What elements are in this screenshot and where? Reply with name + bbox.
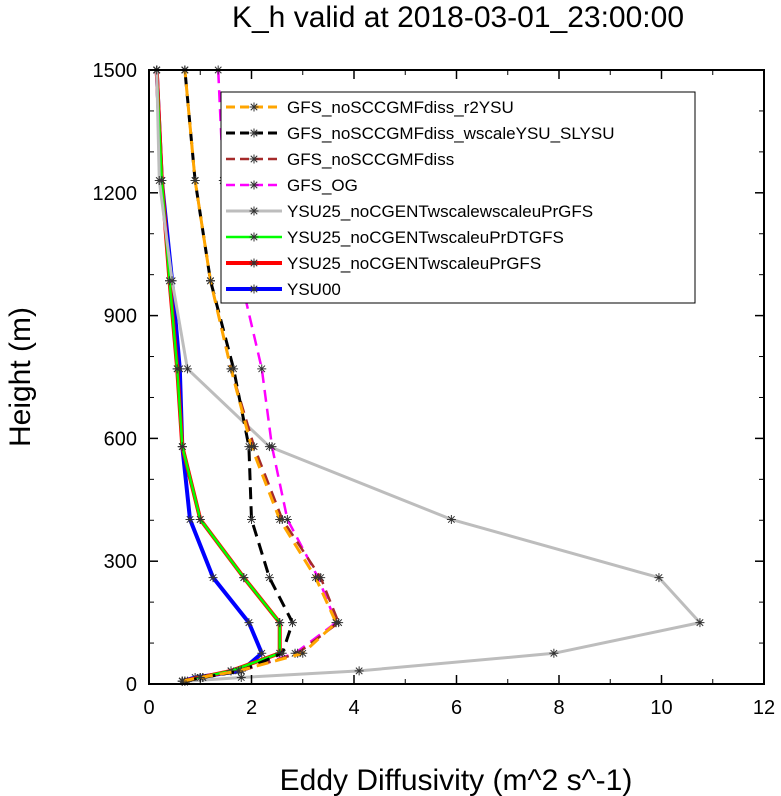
legend: GFS_noSCCGMFdiss_r2YSU GFS_noSCCGMFdiss_w…	[220, 91, 696, 304]
data-point-marker	[311, 573, 321, 583]
data-point-marker	[239, 573, 249, 583]
data-point-marker	[172, 364, 182, 374]
y-tick-label: 600	[104, 428, 137, 450]
legend-entry: GFS_OG	[226, 176, 358, 195]
data-point-marker	[236, 672, 246, 682]
data-point-marker	[154, 176, 164, 186]
data-point-marker	[549, 648, 559, 658]
legend-label: GFS_noSCCGMFdiss_r2YSU	[287, 98, 514, 117]
axis-ticks: 0 2 4 6 8 10 12 0 300 600 900 1200 1500	[93, 60, 776, 719]
legend-label: YSU25_noCGENTwscaleuPrDTGFS	[287, 228, 564, 247]
legend-label: GFS_noSCCGMFdiss_wscaleYSU_SLYSU	[287, 124, 615, 143]
data-point-marker	[257, 364, 267, 374]
data-point-marker	[275, 514, 285, 524]
legend-label: GFS_noSCCGMFdiss	[287, 150, 454, 169]
legend-entry: YSU25_noCGENTwscaleuPrGFS	[226, 254, 541, 273]
data-point-marker	[267, 442, 277, 452]
legend-box	[220, 91, 696, 304]
y-tick-label: 1500	[93, 60, 138, 82]
data-point-marker	[257, 648, 267, 658]
data-point-marker	[275, 618, 285, 628]
legend-entry: YSU25_noCGENTwscalewscaleuPrGFS	[226, 202, 593, 221]
legend-label: YSU25_noCGENTwscaleuPrGFS	[287, 254, 541, 273]
data-point-marker	[208, 573, 218, 583]
data-point-marker	[264, 573, 274, 583]
data-point-marker	[234, 666, 244, 676]
x-tick-label: 8	[553, 697, 564, 719]
y-tick-label: 300	[104, 551, 137, 573]
data-point-marker	[195, 514, 205, 524]
legend-entry: YSU00	[226, 280, 341, 299]
legend-marker	[249, 154, 259, 164]
data-point-marker	[244, 618, 254, 628]
data-point-marker	[282, 514, 292, 524]
legend-marker	[249, 180, 259, 190]
data-point-marker	[695, 618, 705, 628]
x-tick-label: 12	[753, 697, 775, 719]
data-point-marker	[247, 442, 256, 452]
legend-marker	[249, 284, 259, 294]
x-tick-label: 2	[246, 697, 257, 719]
data-point-marker	[226, 364, 236, 374]
x-tick-label: 4	[348, 697, 359, 719]
legend-marker	[249, 206, 259, 216]
y-tick-label: 900	[104, 306, 137, 328]
y-tick-label: 0	[126, 674, 137, 696]
x-tick-label: 0	[143, 697, 154, 719]
data-point-marker	[331, 618, 341, 628]
data-point-marker	[206, 276, 215, 286]
data-point-marker	[654, 573, 664, 583]
data-point-marker	[177, 676, 187, 686]
series-4	[152, 65, 705, 686]
data-point-marker	[298, 648, 308, 658]
series-line	[155, 69, 702, 683]
data-point-marker	[354, 666, 364, 676]
data-point-marker	[190, 176, 200, 186]
legend-marker	[249, 128, 259, 138]
legend-entry: GFS_noSCCGMFdiss_r2YSU	[226, 98, 514, 117]
data-point-marker	[195, 672, 205, 682]
legend-marker	[249, 258, 259, 268]
data-point-marker	[182, 364, 192, 374]
legend-label: YSU00	[287, 280, 341, 299]
data-point-marker	[185, 514, 195, 524]
legend-entry: GFS_noSCCGMFdiss_wscaleYSU_SLYSU	[226, 124, 615, 143]
data-point-marker	[288, 618, 297, 628]
legend-marker	[249, 232, 259, 242]
data-point-marker	[446, 514, 456, 524]
legend-entry: YSU25_noCGENTwscaleuPrDTGFS	[226, 228, 564, 247]
chart-title: K_h valid at 2018-03-01_23:00:00	[232, 1, 684, 34]
data-point-marker	[277, 648, 287, 658]
legend-label: GFS_OG	[287, 176, 358, 195]
x-tick-label: 10	[650, 697, 672, 719]
legend-label: YSU25_noCGENTwscalewscaleuPrGFS	[287, 202, 593, 221]
x-axis-title: Eddy Diffusivity (m^2 s^-1)	[280, 764, 633, 796]
data-point-marker	[316, 573, 326, 583]
data-point-marker	[247, 514, 256, 524]
series-line	[182, 69, 338, 683]
legend-entry: GFS_noSCCGMFdiss	[226, 150, 454, 169]
data-point-marker	[177, 442, 187, 452]
data-point-marker	[167, 276, 177, 286]
y-axis-title: Height (m)	[4, 307, 37, 447]
legend-marker	[249, 102, 259, 112]
x-tick-label: 6	[451, 697, 462, 719]
y-tick-label: 1200	[93, 183, 138, 205]
